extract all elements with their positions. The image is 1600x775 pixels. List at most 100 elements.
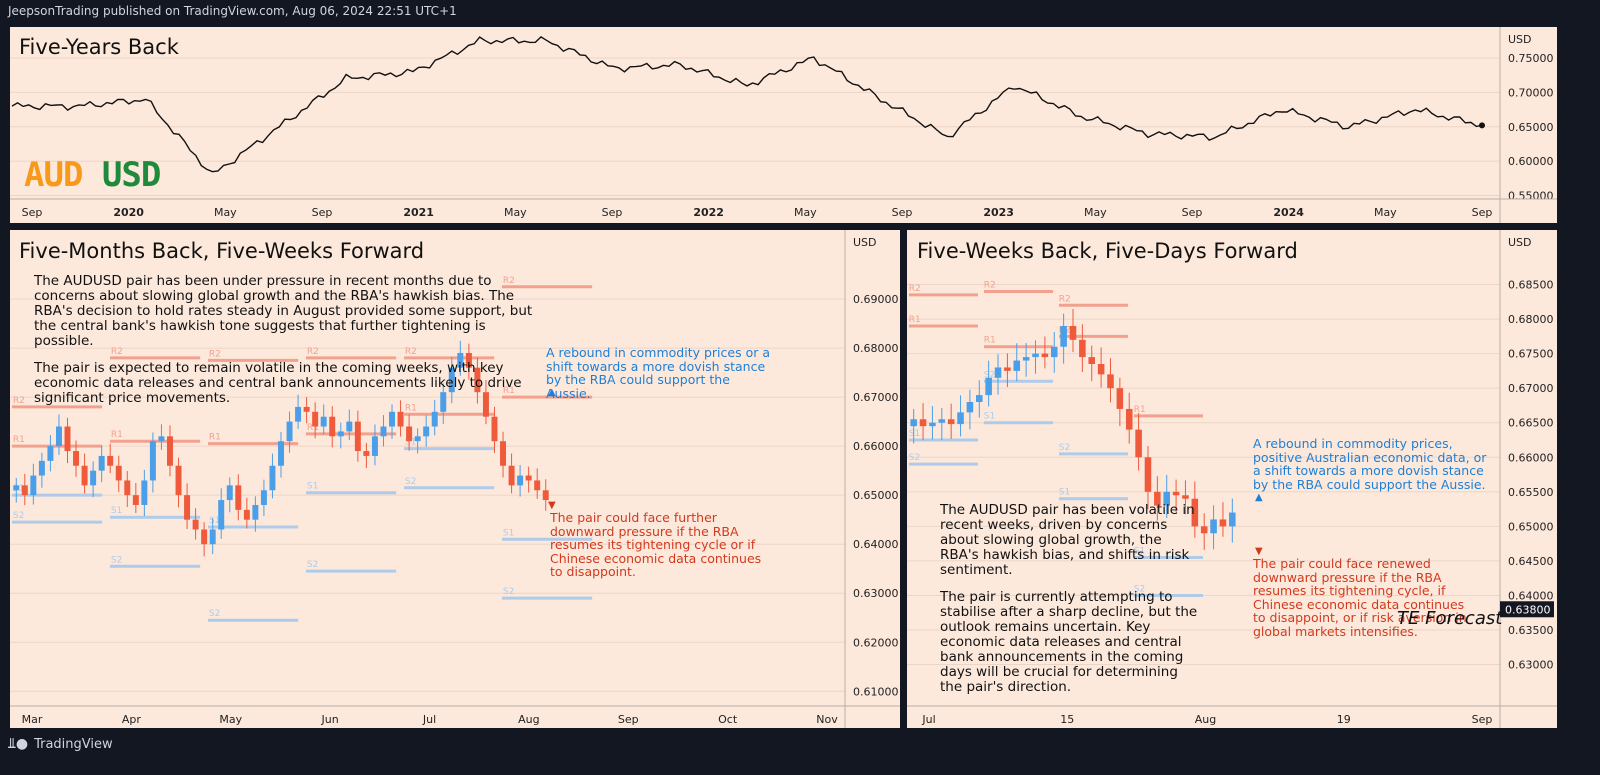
pivot-label: S1 — [307, 482, 318, 492]
currency-label: USD — [1508, 236, 1532, 249]
x-tick-label: Aug — [518, 713, 539, 726]
candle-body — [1069, 326, 1077, 340]
publisher-line: JeepsonTrading published on TradingView.… — [8, 4, 457, 18]
candle-body — [329, 416, 336, 437]
candle-body — [1200, 526, 1208, 534]
y-tick-label: 0.68000 — [1508, 313, 1554, 326]
candle-body — [269, 465, 276, 491]
analysis-paragraph-2: The pair is expected to remain volatile … — [34, 360, 522, 406]
candle-body — [320, 416, 327, 427]
candle-body — [115, 465, 122, 481]
candle-body — [13, 485, 20, 491]
candle-body — [414, 436, 421, 442]
pivot-label: R1 — [909, 315, 921, 325]
bullish-arrow: ▲ — [548, 387, 556, 398]
pivot-label: S2 — [13, 511, 24, 521]
candle-body — [1107, 374, 1114, 389]
panel-five-months: 0.69000 0.68000 0.67000 0.66000 0.65000 0.640… — [10, 230, 900, 728]
bullish-arrow: ▲ — [1255, 492, 1263, 503]
candle-body — [474, 367, 481, 393]
last-price-dot — [1479, 122, 1485, 129]
candle-body — [938, 419, 946, 423]
current-price-tag — [1500, 601, 1554, 618]
candle-body — [371, 436, 378, 456]
pivot-label: S1 — [111, 506, 122, 516]
candle-body — [380, 426, 387, 437]
pivot-label: R2 — [307, 347, 319, 357]
pivot-label: S1 — [1134, 546, 1145, 556]
candle-body — [448, 367, 455, 393]
y-tick-label: 0.64000 — [1508, 589, 1554, 602]
y-tick-label: 0.66500 — [1508, 417, 1554, 430]
candle-body — [1022, 357, 1030, 361]
y-tick-label: 0.64000 — [853, 538, 899, 551]
candle-body — [124, 480, 131, 496]
x-tick-label: 2023 — [983, 206, 1014, 219]
candle-body — [47, 446, 54, 461]
pivot-label: S2 — [503, 587, 514, 597]
y-tick-label: 0.65000 — [853, 489, 899, 502]
candle-body — [482, 392, 489, 417]
candle-body — [423, 426, 430, 437]
candle-body — [919, 419, 927, 427]
pivot-label: S1 — [405, 438, 416, 448]
candle-body — [1172, 491, 1180, 496]
candle-body — [90, 470, 97, 486]
candle-body — [1004, 367, 1011, 371]
pivot-label: S1 — [1059, 488, 1070, 498]
x-tick-label: 2022 — [693, 206, 724, 219]
y-tick-label: 0.67000 — [1508, 382, 1554, 395]
candle-body — [431, 411, 438, 427]
pivot-label: R2 — [13, 396, 25, 406]
candle-body — [985, 377, 992, 396]
x-tick-label: May — [1374, 206, 1397, 219]
candle-body — [1229, 512, 1236, 527]
pivot-label: R2 — [1059, 294, 1071, 304]
y-tick-label: 0.67500 — [1508, 348, 1554, 361]
y-tick-label: 0.63500 — [1508, 624, 1554, 637]
x-tick-label: 2024 — [1273, 206, 1304, 219]
candle-body — [1050, 346, 1058, 358]
x-tick-label: Sep — [602, 206, 623, 219]
pivot-label: S2 — [405, 477, 416, 487]
candle-body — [1060, 326, 1067, 347]
x-tick-label: Jul — [921, 713, 935, 726]
pivot-label: S2 — [307, 560, 318, 570]
tradingview-logo-icon: ⫫● — [8, 736, 29, 752]
candle-body — [957, 412, 964, 425]
analysis-text: The AUDUSD pair has been volatile in rec… — [940, 503, 1200, 707]
candle-body — [141, 480, 148, 505]
pivot-label: S2 — [984, 370, 995, 380]
candle-body — [1013, 360, 1021, 371]
candle-body — [21, 485, 28, 496]
candle-body — [397, 411, 404, 427]
pivot-label: R1 — [209, 433, 221, 443]
y-tick-label: 0.66000 — [1508, 451, 1554, 464]
pivot-label: S1 — [984, 412, 995, 422]
candle-body — [175, 465, 182, 496]
five-years-chart: 0.75000 0.70000 0.65000 0.60000 0.55000 USD Se… — [10, 27, 1557, 223]
candle-body — [192, 519, 199, 530]
currency-label: USD — [853, 236, 877, 249]
candle-body — [508, 465, 515, 486]
candle-body — [1154, 491, 1161, 506]
five-weeks-chart: 0.68500 0.68000 0.67500 0.67000 0.66500 0.660… — [907, 230, 1557, 728]
candle-body — [1097, 364, 1105, 375]
footer-brand: TradingView — [34, 736, 113, 752]
pivot-label: S1 — [209, 516, 220, 526]
candle-body — [976, 395, 983, 402]
candle-body — [226, 485, 233, 501]
candle-body — [1032, 353, 1039, 358]
pivot-label: S1 — [503, 528, 514, 538]
pivot-label: S2 — [909, 453, 920, 463]
pivot-label: R1 — [13, 435, 25, 445]
candle-body — [1079, 339, 1086, 358]
currency-label: USD — [1508, 33, 1532, 46]
candle-body — [286, 421, 293, 442]
y-tick-label: 0.68000 — [853, 342, 899, 355]
candle-body — [491, 416, 498, 442]
y-tick-label: 0.64500 — [1508, 555, 1554, 568]
candle-body — [525, 475, 532, 481]
y-tick-label: 0.63000 — [853, 587, 899, 600]
candle-body — [149, 441, 156, 481]
